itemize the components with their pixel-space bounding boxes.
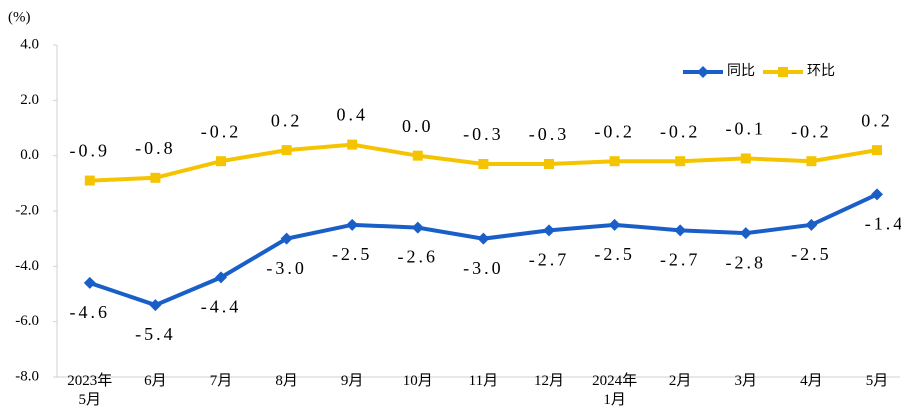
point: [543, 224, 555, 237]
point: [411, 221, 424, 234]
point: [215, 271, 227, 284]
y-tick-label: 2.0: [20, 92, 39, 108]
data-label: -0.2: [201, 121, 242, 141]
data-label: -2.8: [726, 252, 767, 272]
point: [805, 218, 818, 231]
legend-marker: [778, 67, 788, 77]
y-tick-label: 0.0: [20, 147, 39, 163]
point: [216, 156, 226, 167]
x-tick-label: 4月: [800, 373, 823, 389]
x-tick-label: 11月: [468, 373, 499, 389]
x-tick-label: 2023年 5月: [67, 373, 113, 408]
y-tick-label: -2.0: [15, 202, 39, 218]
point: [675, 156, 686, 167]
y-axis-label: (%): [8, 9, 31, 25]
point: [280, 232, 293, 245]
point: [478, 158, 489, 169]
y-tick-label: -8.0: [15, 368, 39, 384]
point: [150, 172, 161, 183]
legend-marker: [697, 66, 709, 78]
x-tick-label: 9月: [340, 373, 364, 389]
data-label: 0.2: [271, 110, 303, 130]
point: [740, 153, 751, 164]
data-label: -0.3: [463, 124, 504, 144]
x-tick-label: 3月: [734, 373, 758, 389]
x-tick-label: 5月: [865, 373, 889, 389]
data-label: -0.3: [529, 124, 570, 144]
point: [346, 218, 359, 231]
x-tick-label: 7月: [209, 373, 233, 389]
point: [347, 139, 358, 150]
point: [674, 224, 687, 237]
data-label: -2.7: [529, 249, 570, 269]
data-label: -0.2: [660, 121, 701, 141]
data-label: -2.7: [660, 249, 701, 269]
x-tick-label: 2024年 1月: [592, 373, 638, 408]
x-tick-label: 8月: [275, 373, 298, 389]
y-tick-label: -6.0: [15, 313, 39, 329]
point: [149, 299, 162, 312]
data-label: -4.4: [201, 297, 242, 317]
data-label: -3.0: [266, 258, 307, 278]
point: [739, 227, 752, 240]
point: [872, 145, 882, 156]
point: [609, 156, 620, 167]
data-label: -2.5: [332, 244, 373, 264]
data-label: -0.2: [791, 121, 832, 141]
data-label: -1.4: [865, 214, 901, 234]
data-label: -2.6: [398, 247, 439, 267]
data-label: 0.2: [861, 110, 893, 130]
y-tick-label: -4.0: [15, 258, 39, 274]
data-label: 0.0: [402, 116, 434, 136]
series-line: [89, 192, 878, 308]
data-label: -0.1: [726, 119, 767, 139]
data-label: -2.5: [594, 244, 635, 264]
data-label: -0.8: [135, 138, 176, 158]
data-label: -0.9: [70, 141, 111, 161]
data-label: -4.6: [70, 302, 111, 322]
legend-label: 同比: [727, 63, 755, 79]
data-label: -3.0: [463, 258, 504, 278]
point: [608, 218, 621, 231]
x-tick-label: 10月: [402, 373, 433, 389]
data-label: -0.2: [594, 121, 635, 141]
point: [806, 156, 817, 167]
point: [84, 175, 95, 186]
y-tick-label: 4.0: [20, 36, 39, 52]
point: [412, 150, 423, 161]
x-tick-label: 2月: [668, 373, 692, 389]
x-tick-label: 12月: [533, 373, 564, 389]
point: [83, 276, 96, 289]
point: [477, 232, 490, 245]
data-label: -5.4: [135, 324, 176, 344]
legend-label: 环比: [807, 63, 835, 79]
data-label: -2.5: [791, 244, 832, 264]
point: [544, 158, 554, 169]
point: [871, 188, 883, 201]
data-label: 0.4: [336, 105, 368, 125]
point: [281, 145, 292, 156]
x-tick-label: 6月: [144, 373, 167, 389]
